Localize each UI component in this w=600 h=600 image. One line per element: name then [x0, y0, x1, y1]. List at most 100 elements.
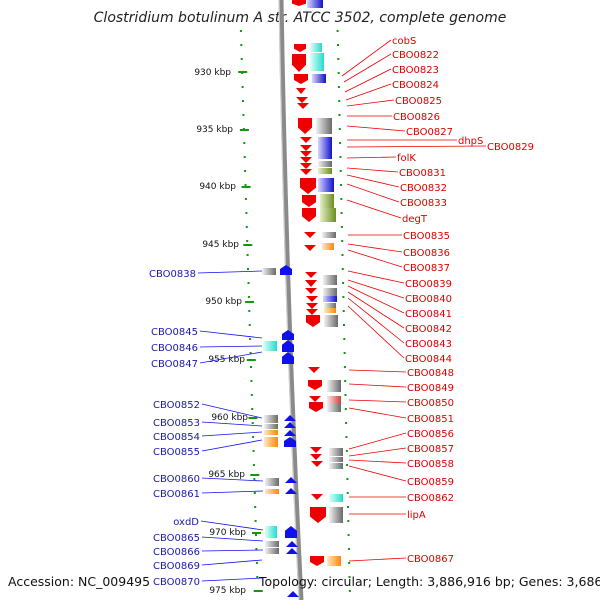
leader-line [346, 174, 400, 188]
tick-dot [248, 310, 251, 312]
tick-mark [248, 417, 258, 419]
gene-label[interactable]: CBO0826 [393, 112, 440, 123]
gene-label[interactable]: CBO0852 [153, 400, 200, 411]
gene-label[interactable]: CBO0832 [400, 183, 447, 194]
gene-label[interactable]: CBO0859 [407, 477, 454, 488]
gene-arrow-reverse [286, 548, 298, 554]
tick-dot [338, 100, 341, 102]
gene-label[interactable]: CBO0870 [153, 577, 200, 588]
gene-label[interactable]: dhpS [458, 136, 483, 147]
gene-label[interactable]: CBO0869 [153, 561, 200, 572]
leader-line [348, 432, 407, 450]
leader-line [341, 39, 392, 77]
gene-label[interactable]: CBO0831 [399, 168, 446, 179]
leader-line [346, 167, 399, 173]
cog-box [329, 507, 343, 523]
leader-line [199, 351, 263, 364]
gene-label[interactable]: CBO0844 [405, 354, 452, 365]
gene-label[interactable]: CBO0822 [392, 50, 439, 61]
gene-label[interactable]: CBO0857 [407, 444, 454, 455]
gene-label[interactable]: CBO0833 [400, 198, 447, 209]
leader-line [348, 557, 407, 562]
gene-label[interactable]: CBO0854 [153, 432, 200, 443]
leader-line [345, 83, 392, 101]
tick-mark [253, 590, 263, 592]
tick-dot [344, 380, 347, 382]
gene-arrow-reverse [286, 541, 298, 547]
leader-line [197, 270, 263, 274]
gene-label[interactable]: degT [402, 214, 428, 225]
gene-label[interactable]: CBO0855 [153, 447, 200, 458]
gene-label[interactable]: CBO0867 [407, 554, 454, 565]
gene-arrow-forward [306, 309, 318, 315]
cog-box [329, 448, 343, 456]
gene-label[interactable]: CBO0835 [403, 231, 450, 242]
tick-dot [241, 86, 244, 88]
leader-line [346, 183, 400, 203]
gene-label[interactable]: CBO0839 [405, 279, 452, 290]
gene-label[interactable]: CBO0829 [487, 142, 534, 153]
cog-box [324, 315, 338, 327]
gene-label[interactable]: CBO0838 [149, 269, 196, 280]
gene-label[interactable]: CBO0840 [405, 294, 452, 305]
tick-dot [347, 520, 350, 522]
gene-arrow-forward [311, 494, 323, 500]
tick-dot [343, 352, 346, 354]
leader-line [199, 330, 263, 339]
gene-label[interactable]: CBO0849 [407, 383, 454, 394]
gene-label[interactable]: CBO0850 [407, 398, 454, 409]
gene-arrow-reverse [284, 415, 296, 421]
tick-dot [255, 562, 258, 564]
gene-label[interactable]: CBO0848 [407, 368, 454, 379]
gene-arrow-forward [305, 288, 317, 294]
tick-dot [250, 380, 253, 382]
tick-dot [337, 44, 339, 46]
gene-label[interactable]: CBO0823 [392, 65, 439, 76]
tick-dot [339, 156, 342, 158]
gene-label[interactable]: CBO0851 [407, 414, 454, 425]
gene-label[interactable]: CBO0841 [405, 309, 452, 320]
tick-dot [343, 366, 346, 368]
gene-arrow-reverse [284, 437, 296, 447]
gene-label[interactable]: CBO0865 [153, 533, 200, 544]
tick-label: 930 kbp [194, 68, 231, 78]
leader-line [348, 465, 407, 482]
gene-label[interactable]: CBO0847 [151, 359, 198, 370]
gene-label[interactable]: CBO0861 [153, 489, 200, 500]
cog-box [323, 288, 337, 296]
gene-label[interactable]: CBO0845 [151, 327, 198, 338]
tick-dot [249, 352, 252, 354]
gene-label[interactable]: lipA [407, 510, 426, 521]
gene-label[interactable]: CBO0843 [405, 339, 452, 350]
gene-label[interactable]: oxdD [173, 517, 199, 528]
gene-label[interactable]: CBO0836 [403, 248, 450, 259]
gene-label[interactable]: CBO0858 [407, 459, 454, 470]
gene-label[interactable]: CBO0856 [407, 429, 454, 440]
cog-box [329, 457, 343, 462]
tick-dot [336, 30, 339, 32]
tick-dot [348, 562, 351, 564]
gene-label[interactable]: CBO0853 [153, 418, 200, 429]
leader-line [199, 345, 263, 348]
gene-arrow-forward [310, 454, 322, 460]
gene-label[interactable]: folK [397, 153, 416, 164]
gene-label[interactable]: CBO0860 [153, 474, 200, 485]
gene-label[interactable]: CBO0824 [392, 80, 439, 91]
gene-label[interactable]: CBO0827 [406, 127, 453, 138]
gene-label[interactable]: CBO0842 [405, 324, 452, 335]
gene-arrow-forward [302, 195, 316, 207]
gene-label[interactable]: CBO0862 [407, 493, 454, 504]
gene-arrow-forward [306, 303, 318, 309]
gene-label[interactable]: CBO0825 [395, 96, 442, 107]
gene-label[interactable]: CBO0846 [151, 343, 198, 354]
gene-arrow-forward [311, 461, 323, 467]
tick-dot [341, 254, 344, 256]
tick-dot [341, 268, 344, 270]
cog-box [264, 424, 278, 429]
leader-line [348, 383, 407, 388]
gene-label[interactable]: CBO0837 [403, 263, 450, 274]
cog-box [316, 118, 332, 134]
gene-arrow-forward [297, 103, 309, 109]
gene-label[interactable]: cobS [392, 36, 416, 47]
gene-label[interactable]: CBO0866 [153, 547, 200, 558]
